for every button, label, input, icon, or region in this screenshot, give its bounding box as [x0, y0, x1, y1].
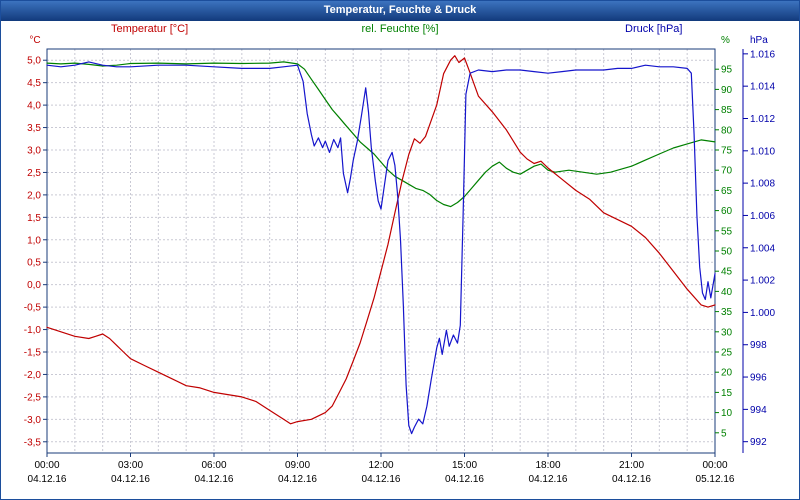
x-axis-time-label: 15:00: [452, 460, 477, 471]
humidity-axis-tick-label: 40: [721, 287, 733, 298]
x-axis-date-label: 04.12.16: [445, 474, 484, 485]
temperature-axis-tick-label: -3,0: [24, 415, 42, 426]
temperature-axis-tick-label: 1,0: [27, 235, 41, 246]
x-axis-date-label: 04.12.16: [278, 474, 317, 485]
temperature-axis-tick-label: 4,5: [27, 78, 41, 89]
unit-percent-label: %: [721, 35, 730, 46]
temperature-axis-tick-label: -2,0: [24, 370, 42, 381]
pressure-axis-tick-label: 992: [750, 437, 767, 448]
x-axis-date-label: 04.12.16: [612, 474, 651, 485]
pressure-axis-tick-label: 1.002: [750, 276, 775, 287]
x-axis-date-label: 04.12.16: [111, 474, 150, 485]
pressure-axis-tick-label: 1.016: [750, 49, 775, 60]
temperature-axis-tick-label: 2,0: [27, 190, 41, 201]
window-title: Temperatur, Feuchte & Druck: [323, 4, 477, 16]
humidity-line: [46, 61, 716, 208]
humidity-axis-tick-label: 85: [721, 105, 733, 116]
humidity-axis-tick-label: 90: [721, 85, 733, 96]
temperature-axis-tick-label: -1,5: [24, 348, 42, 359]
humidity-axis-tick-label: 70: [721, 166, 733, 177]
temperature-axis-tick-label: -2,5: [24, 392, 42, 403]
pressure-axis-tick-label: 1.004: [750, 243, 775, 254]
humidity-axis-tick-label: 10: [721, 408, 733, 419]
humidity-axis-tick-label: 35: [721, 307, 733, 318]
unit-degc-label: °C: [29, 35, 40, 46]
humidity-axis-tick-label: 50: [721, 247, 733, 258]
temperature-axis-tick-label: -0,5: [24, 303, 42, 314]
temperature-axis-tick-label: 2,5: [27, 168, 41, 179]
humidity-axis-tick-label: 20: [721, 368, 733, 379]
x-axis-time-label: 06:00: [201, 460, 226, 471]
humidity-axis-tick-label: 15: [721, 388, 733, 399]
humidity-axis-tick-label: 30: [721, 327, 733, 338]
x-axis-time-label: 21:00: [619, 460, 644, 471]
window-titlebar[interactable]: Temperatur, Feuchte & Druck: [1, 1, 799, 21]
x-axis-date-label: 04.12.16: [362, 474, 401, 485]
pressure-axis-tick-label: 994: [750, 405, 767, 416]
pressure-axis-tick-label: 1.000: [750, 308, 775, 319]
unit-hpa-label: hPa: [750, 35, 768, 46]
x-axis-time-label: 00:00: [34, 460, 59, 471]
temperature-axis-tick-label: 4,0: [27, 101, 41, 112]
temperature-axis-tick-label: 5,0: [27, 56, 41, 67]
humidity-axis-tick-label: 25: [721, 348, 733, 359]
x-axis-time-label: 12:00: [368, 460, 393, 471]
x-axis-time-label: 00:00: [702, 460, 727, 471]
humidity-axis-tick-label: 80: [721, 125, 733, 136]
x-axis-time-label: 18:00: [535, 460, 560, 471]
x-axis-date-label: 04.12.16: [195, 474, 234, 485]
humidity-axis-tick-label: 60: [721, 206, 733, 217]
pressure-axis-tick-label: 1.012: [750, 114, 775, 125]
pressure-axis-tick-label: 996: [750, 373, 767, 384]
temperature-axis-tick-label: 3,5: [27, 123, 41, 134]
x-axis-date-label: 04.12.16: [28, 474, 67, 485]
pressure-axis-tick-label: 1.010: [750, 146, 775, 157]
pressure-axis-tick-label: 998: [750, 340, 767, 351]
pressure-axis-tick-label: 1.008: [750, 179, 775, 190]
pressure-axis-tick-label: 1.014: [750, 82, 775, 93]
temperature-axis-tick-label: -1,0: [24, 325, 42, 336]
humidity-axis-tick-label: 5: [721, 428, 727, 439]
humidity-axis-tick-label: 95: [721, 65, 733, 76]
temperature-axis-tick-label: 0,0: [27, 280, 41, 291]
chart-canvas: 5,0 4,5 4,0 3,5 3,0 2,5 2,0 1,5 1,0 0,5 0,0 -0,5 -1,…: [24, 35, 776, 485]
pressure-axis-tick-label: 1.006: [750, 211, 775, 222]
x-axis-date-label: 04.12.16: [529, 474, 568, 485]
temperature-axis-tick-label: 3,0: [27, 146, 41, 157]
x-axis-time-label: 09:00: [285, 460, 310, 471]
x-axis-date-label: 05.12.16: [696, 474, 735, 485]
temperature-axis-tick-label: 0,5: [27, 258, 41, 269]
temperature-line: [46, 55, 716, 425]
humidity-axis-tick-label: 75: [721, 146, 733, 157]
humidity-axis-tick-label: 45: [721, 267, 733, 278]
temperature-axis-tick-label: -3,5: [24, 437, 42, 448]
pressure-line: [46, 61, 716, 435]
x-axis-time-label: 03:00: [118, 460, 143, 471]
humidity-axis-tick-label: 55: [721, 226, 733, 237]
humidity-axis-tick-label: 65: [721, 186, 733, 197]
temperature-axis-tick-label: 1,5: [27, 213, 41, 224]
